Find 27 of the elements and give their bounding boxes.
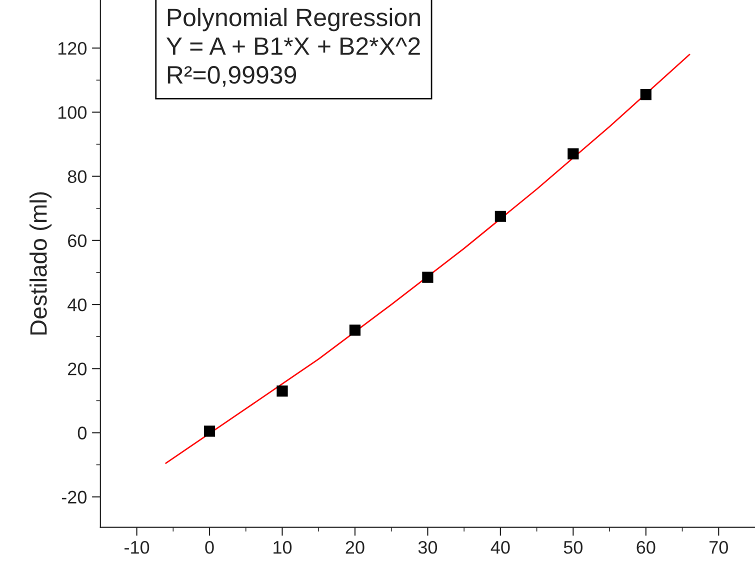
x-tick-label: 20 [346,540,364,554]
x-tick-label: 50 [564,540,583,554]
x-tick-label: 70 [710,540,728,554]
point [204,426,216,437]
x-tick-label: 60 [636,540,656,554]
x-tick-label: 30 [418,540,438,554]
point [349,324,361,336]
y-tick-label: 120 [58,42,87,55]
y-tick-label: 0 [78,426,87,440]
point [494,210,506,222]
x-tick-label: 10 [274,540,292,554]
x-tick-label: 40 [490,540,510,554]
point [568,148,579,160]
y-tick-label: 80 [68,170,87,184]
annotation: Polynomial Regression Y = A + B1*X + B2*X^2 R²=0,99939 [166,8,420,87]
y-axis-title: Destilado (ml) [30,192,52,335]
y-tick-label: 20 [68,362,87,376]
y-tick-label: 100 [58,106,87,119]
line-series [165,54,690,464]
point [422,272,434,283]
point [640,89,652,100]
y-tick-label: 60 [68,234,87,248]
y-tick-label: 40 [68,298,87,312]
x-tick-label: -10 [124,540,150,554]
y-tick-label: -20 [62,490,87,504]
x-tick-label: 0 [205,540,214,554]
point [276,386,288,397]
